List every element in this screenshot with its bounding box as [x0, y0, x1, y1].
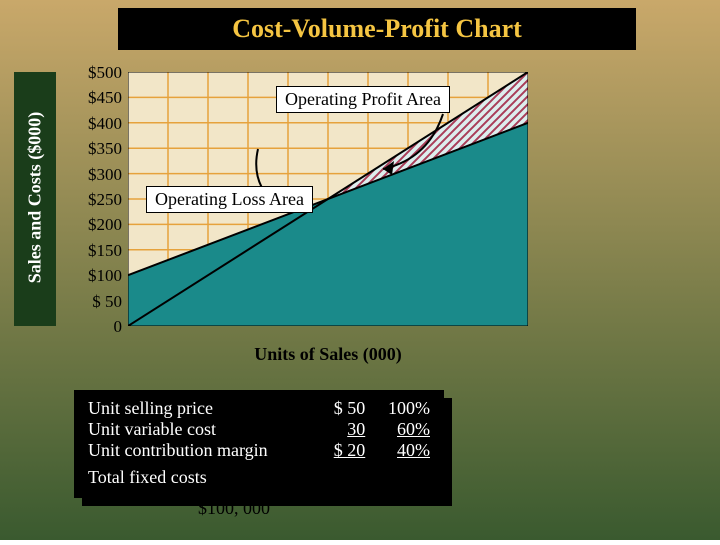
- ytick-label: $350: [60, 140, 122, 165]
- info-row: Unit contribution margin$ 2040%: [88, 440, 430, 461]
- ytick-label: $250: [60, 191, 122, 216]
- info-row: Total fixed costs: [88, 467, 430, 488]
- ytick-label: $400: [60, 115, 122, 140]
- chart-title: Cost-Volume-Profit Chart: [232, 14, 522, 44]
- title-bar: Cost-Volume-Profit Chart: [118, 8, 636, 50]
- operating-loss-label: Operating Loss Area: [146, 186, 313, 213]
- ytick-label: $100: [60, 267, 122, 292]
- ytick-label: $300: [60, 166, 122, 191]
- y-axis-ticks: $500$450$400$350$300$250$200$150$100$ 50…: [60, 64, 122, 343]
- fixed-cost-value: $100, 000: [198, 498, 270, 519]
- info-table: Unit selling price$ 50100%Unit variable …: [88, 398, 430, 488]
- ytick-label: $150: [60, 242, 122, 267]
- y-axis-label: Sales and Costs ($000): [25, 71, 46, 325]
- info-row: Unit variable cost3060%: [88, 419, 430, 440]
- ytick-label: $ 50: [60, 293, 122, 318]
- x-axis-label: Units of Sales (000): [128, 344, 528, 365]
- ytick-label: $500: [60, 64, 122, 89]
- ytick-label: $450: [60, 89, 122, 114]
- ytick-label: $200: [60, 216, 122, 241]
- ytick-label: 0: [60, 318, 122, 343]
- info-row: Unit selling price$ 50100%: [88, 398, 430, 419]
- info-box: Unit selling price$ 50100%Unit variable …: [74, 390, 444, 498]
- operating-profit-label: Operating Profit Area: [276, 86, 450, 113]
